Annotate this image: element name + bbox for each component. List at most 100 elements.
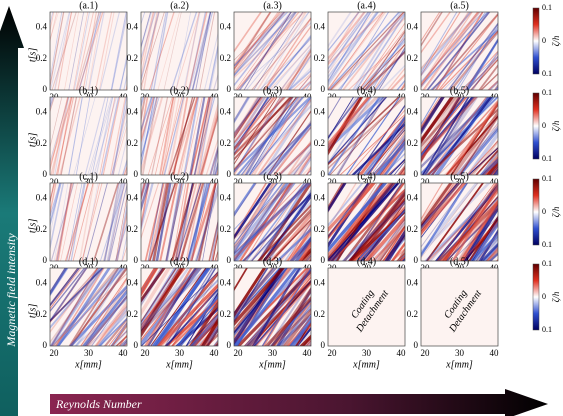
stripe bbox=[384, 229, 405, 261]
stripe bbox=[468, 215, 498, 261]
stripe bbox=[244, 97, 294, 175]
stripe bbox=[50, 183, 62, 228]
stripe bbox=[451, 110, 498, 175]
stripe bbox=[328, 12, 379, 87]
stripe bbox=[234, 12, 272, 68]
x-arrow-label: Reynolds Number bbox=[55, 397, 142, 411]
stripe bbox=[425, 183, 485, 261]
stripe bbox=[234, 183, 279, 231]
stripe bbox=[99, 183, 126, 261]
stripe bbox=[196, 97, 213, 175]
heatmap bbox=[234, 97, 311, 175]
colorbar-tick-label: 0.1 bbox=[542, 69, 552, 78]
stripe bbox=[94, 12, 113, 90]
stripe bbox=[91, 97, 109, 175]
stripe bbox=[50, 268, 101, 346]
stripe bbox=[110, 330, 127, 346]
stripe bbox=[234, 12, 289, 67]
stripe bbox=[502, 0, 563, 100]
stripe bbox=[266, 188, 311, 261]
panel-bg bbox=[328, 268, 405, 346]
panel-label: (d.3) bbox=[263, 256, 282, 267]
stripe bbox=[111, 12, 127, 90]
stripe bbox=[141, 97, 149, 141]
stripe bbox=[103, 317, 127, 346]
y-tick-label: 0 bbox=[414, 255, 419, 265]
x-tick-label: 30 bbox=[175, 177, 185, 187]
stripe bbox=[73, 12, 90, 90]
stripe bbox=[364, 30, 405, 90]
stripe bbox=[189, 183, 217, 261]
stripe bbox=[87, 309, 127, 346]
stripe bbox=[421, 12, 472, 77]
stripe bbox=[50, 268, 102, 329]
stripe bbox=[370, 128, 405, 175]
stripe bbox=[376, 214, 405, 261]
stripe bbox=[82, 183, 99, 261]
stripe bbox=[234, 97, 284, 174]
stripe bbox=[293, 155, 311, 175]
stripe bbox=[141, 97, 164, 175]
stripe bbox=[84, 97, 106, 175]
stripe bbox=[243, 12, 292, 90]
stripe bbox=[55, 268, 105, 346]
stripe bbox=[273, 125, 311, 175]
stripe bbox=[162, 97, 180, 175]
stripe bbox=[111, 329, 127, 346]
stripe bbox=[478, 228, 498, 261]
stripe bbox=[211, 227, 218, 261]
stripe bbox=[264, 296, 311, 346]
stripe bbox=[52, 97, 69, 175]
x-tick-label: 30 bbox=[268, 348, 278, 358]
stripe bbox=[187, 12, 208, 90]
stripe bbox=[152, 183, 170, 261]
stripe bbox=[50, 12, 70, 90]
stripe bbox=[378, 46, 405, 90]
panel-frame bbox=[140, 267, 219, 347]
stripe bbox=[328, 97, 405, 170]
stripe bbox=[85, 183, 108, 261]
stripe bbox=[234, 183, 291, 254]
stripe bbox=[234, 12, 281, 71]
stripe bbox=[251, 191, 311, 261]
x-tick-label: 40 bbox=[119, 348, 129, 358]
panel-label: (a.4) bbox=[357, 0, 376, 11]
stripe bbox=[234, 268, 274, 322]
stripe bbox=[141, 268, 198, 341]
stripe bbox=[234, 183, 284, 249]
stripe bbox=[251, 268, 301, 346]
panel-frame bbox=[327, 96, 406, 176]
stripe bbox=[328, 97, 373, 165]
stripe bbox=[179, 183, 205, 261]
stripe bbox=[50, 268, 104, 346]
stripe bbox=[141, 97, 154, 154]
stripe bbox=[118, 59, 127, 90]
stripe bbox=[426, 12, 491, 90]
stripe bbox=[358, 22, 405, 90]
stripe bbox=[460, 55, 498, 90]
stripe bbox=[208, 219, 218, 261]
stripe bbox=[373, 42, 405, 90]
stripe bbox=[421, 183, 455, 236]
stripe bbox=[241, 192, 311, 261]
panel-bg bbox=[50, 97, 127, 175]
stripe bbox=[234, 183, 283, 245]
stripe bbox=[185, 183, 203, 261]
stripe bbox=[289, 315, 311, 346]
stripe bbox=[258, 38, 311, 90]
stripe bbox=[467, 147, 498, 175]
stripe bbox=[466, 224, 498, 261]
stripe bbox=[254, 282, 311, 346]
stripe bbox=[52, 268, 119, 346]
stripe bbox=[166, 268, 216, 346]
x-axis-label: x[mm] bbox=[445, 359, 473, 370]
stripe bbox=[455, 125, 498, 175]
stripe bbox=[141, 12, 160, 90]
heatmap bbox=[50, 97, 127, 175]
stripe bbox=[199, 12, 216, 90]
stripe bbox=[234, 268, 285, 333]
colorbar-tick-label: 0.1 bbox=[542, 240, 552, 249]
stripe bbox=[236, 268, 288, 346]
stripe bbox=[282, 308, 311, 346]
x-axis-label: x[mm] bbox=[258, 359, 286, 370]
